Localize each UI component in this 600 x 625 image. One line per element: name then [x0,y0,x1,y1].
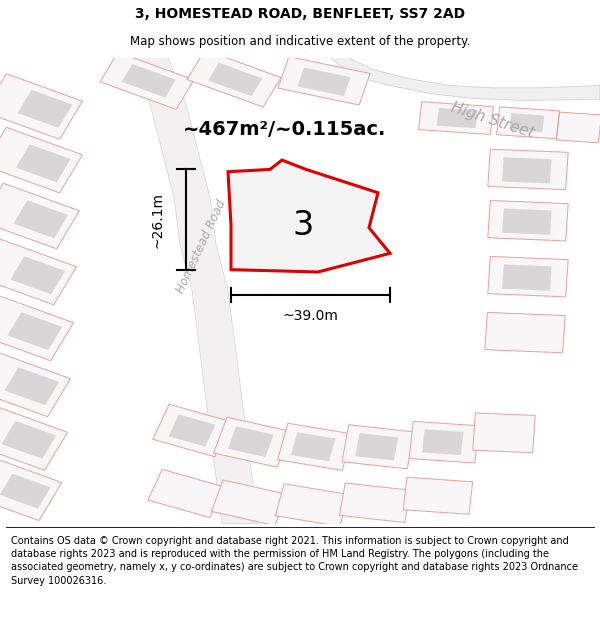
Polygon shape [240,186,345,256]
Polygon shape [509,113,544,132]
Polygon shape [228,426,274,457]
Polygon shape [497,107,559,139]
Polygon shape [228,160,390,272]
Polygon shape [275,484,349,526]
Polygon shape [0,351,70,417]
Polygon shape [502,209,551,235]
Polygon shape [278,57,370,105]
Polygon shape [0,74,82,139]
Polygon shape [502,264,551,291]
Text: ~467m²/~0.115ac.: ~467m²/~0.115ac. [184,120,386,139]
Polygon shape [122,64,176,98]
Polygon shape [169,414,215,447]
Polygon shape [148,469,224,518]
Polygon shape [557,112,600,142]
Polygon shape [16,144,71,182]
Polygon shape [0,295,73,361]
Polygon shape [330,58,600,101]
Polygon shape [214,417,290,467]
Polygon shape [7,312,62,350]
Text: Homestead Road: Homestead Road [173,198,229,295]
Polygon shape [473,413,535,452]
Text: 3, HOMESTEAD ROAD, BENFLEET, SS7 2AD: 3, HOMESTEAD ROAD, BENFLEET, SS7 2AD [135,8,465,21]
Polygon shape [132,58,258,524]
Text: 3: 3 [292,209,314,242]
Polygon shape [0,239,76,305]
Polygon shape [187,50,281,107]
Polygon shape [0,404,67,470]
Polygon shape [355,433,398,461]
Polygon shape [340,483,410,522]
Polygon shape [13,200,68,238]
Polygon shape [0,474,50,509]
Polygon shape [409,421,479,463]
Polygon shape [291,432,335,461]
Text: ~39.0m: ~39.0m [283,309,338,323]
Polygon shape [17,90,73,128]
Polygon shape [153,404,231,457]
Polygon shape [1,421,56,459]
Polygon shape [100,52,194,109]
Text: Contains OS data © Crown copyright and database right 2021. This information is : Contains OS data © Crown copyright and d… [11,536,578,586]
Polygon shape [208,62,262,96]
Polygon shape [0,183,79,249]
Polygon shape [437,108,478,128]
Polygon shape [10,256,65,294]
Polygon shape [4,368,59,405]
Polygon shape [488,149,568,189]
Polygon shape [419,102,493,134]
Polygon shape [403,478,473,514]
Polygon shape [342,425,414,469]
Polygon shape [0,457,62,521]
Polygon shape [422,429,464,455]
Polygon shape [0,127,82,193]
Polygon shape [278,423,352,471]
Polygon shape [502,158,551,183]
Polygon shape [488,256,568,297]
Polygon shape [485,312,565,352]
Polygon shape [298,68,350,96]
Polygon shape [488,201,568,241]
Polygon shape [211,480,287,526]
Text: Map shows position and indicative extent of the property.: Map shows position and indicative extent… [130,35,470,48]
Text: High Street: High Street [449,100,535,141]
Text: ~26.1m: ~26.1m [150,191,164,248]
